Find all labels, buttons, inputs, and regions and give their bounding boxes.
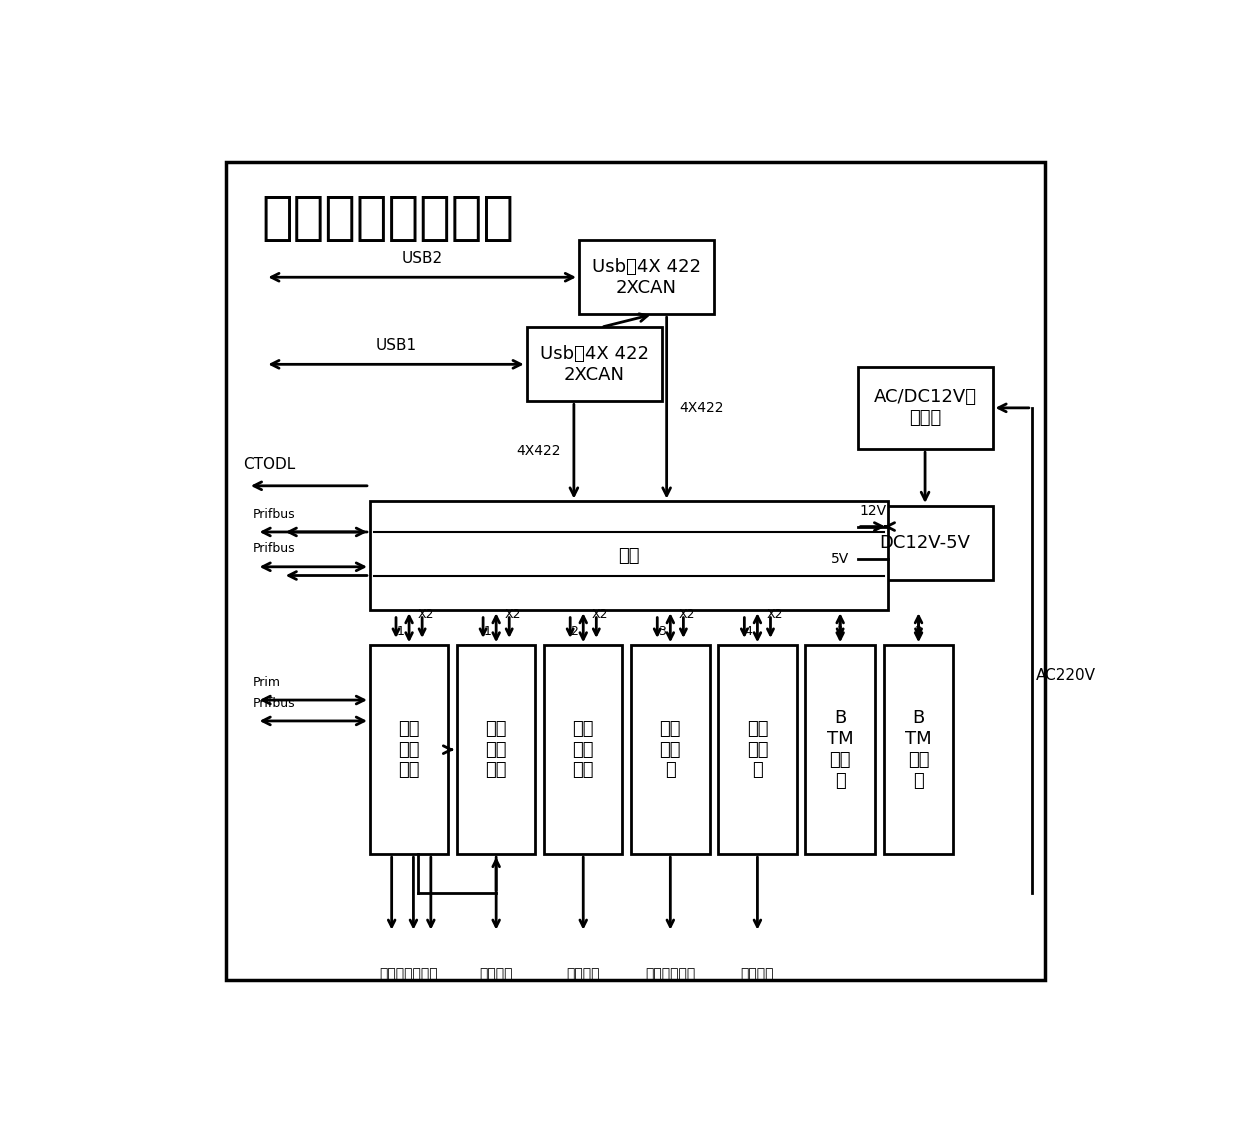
Text: B
TM
信号
板: B TM 信号 板 <box>827 709 853 789</box>
Bar <box>370 645 449 854</box>
Text: AC/DC12V电
源模块: AC/DC12V电 源模块 <box>873 388 977 428</box>
Bar <box>884 645 954 854</box>
Text: USB1: USB1 <box>376 338 417 353</box>
Text: X2: X2 <box>680 608 696 621</box>
Text: Prifbus: Prifbus <box>252 543 295 555</box>
Text: USB2: USB2 <box>402 251 443 266</box>
Text: 3: 3 <box>657 625 666 638</box>
Bar <box>544 645 622 854</box>
Text: 2: 2 <box>570 625 579 638</box>
Text: X2: X2 <box>766 608 782 621</box>
Text: 1: 1 <box>484 625 491 638</box>
Bar <box>858 506 992 580</box>
Text: 1: 1 <box>397 625 404 638</box>
Text: 工况制动信号: 工况制动信号 <box>645 967 696 982</box>
Text: Usb转4X 422
2XCAN: Usb转4X 422 2XCAN <box>539 345 649 383</box>
Text: Prifbus: Prifbus <box>252 508 295 520</box>
Text: CTODL: CTODL <box>243 457 296 472</box>
Bar <box>858 366 992 449</box>
Text: 2: 2 <box>915 625 923 638</box>
Text: 速度
信号
输出: 速度 信号 输出 <box>398 720 420 779</box>
Text: 模拟
速度
信号: 模拟 速度 信号 <box>485 720 507 779</box>
Text: 轨道
电路
信号: 轨道 电路 信号 <box>573 720 594 779</box>
Text: B
TM
信号
板: B TM 信号 板 <box>905 709 931 789</box>
Text: 12V: 12V <box>859 503 887 518</box>
Text: 扩展
通信
板: 扩展 通信 板 <box>746 720 768 779</box>
Bar <box>458 645 536 854</box>
Text: AC220V: AC220V <box>1037 668 1096 683</box>
Text: 速度信号: 速度信号 <box>480 967 513 982</box>
Text: DC12V-5V: DC12V-5V <box>879 534 971 552</box>
Text: X2: X2 <box>591 608 609 621</box>
Text: 母板: 母板 <box>619 547 640 564</box>
Bar <box>631 645 709 854</box>
Text: X2: X2 <box>418 608 434 621</box>
Text: 4: 4 <box>745 625 753 638</box>
Bar <box>579 240 714 314</box>
Text: 数字
入出
板: 数字 入出 板 <box>660 720 681 779</box>
Bar <box>718 645 796 854</box>
Bar <box>370 501 888 611</box>
Text: 测试模拟信号单元: 测试模拟信号单元 <box>262 192 515 244</box>
Text: Prim: Prim <box>252 675 280 689</box>
Text: 5V: 5V <box>831 552 849 567</box>
Text: 速度传感器信号: 速度传感器信号 <box>379 967 439 982</box>
Text: 1: 1 <box>836 625 844 638</box>
Bar <box>805 645 875 854</box>
Text: 按键模拟: 按键模拟 <box>740 967 774 982</box>
Text: 轨道信号: 轨道信号 <box>567 967 600 982</box>
Bar <box>527 327 662 402</box>
Text: 4X422: 4X422 <box>516 444 560 458</box>
Text: Prifbus: Prifbus <box>252 697 295 709</box>
Text: Usb转4X 422
2XCAN: Usb转4X 422 2XCAN <box>591 258 701 296</box>
Text: X2: X2 <box>505 608 521 621</box>
Text: 4X422: 4X422 <box>680 400 724 415</box>
